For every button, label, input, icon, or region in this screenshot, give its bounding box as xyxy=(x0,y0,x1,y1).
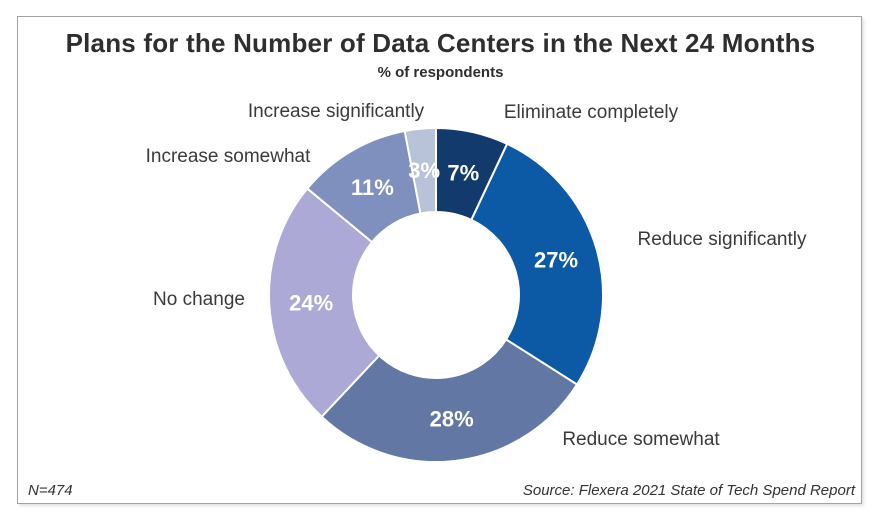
donut-segment-reduce-significantly xyxy=(470,142,604,386)
segment-category-label-eliminate-completely: Eliminate completely xyxy=(503,102,679,123)
donut-segment-no-change xyxy=(267,187,381,418)
segment-value-label: 11% xyxy=(351,175,394,200)
chart-subtitle: % of respondents xyxy=(377,64,504,81)
segment-value-label: 27% xyxy=(534,248,578,273)
segment-category-label-increase-significantly: Increase significantly xyxy=(247,101,425,122)
segment-value-label: 24% xyxy=(289,290,333,315)
segment-category-label-no-change: No change xyxy=(153,289,245,310)
chart-title: Plans for the Number of Data Centers in … xyxy=(65,28,816,58)
segment-category-label-increase-somewhat: Increase somewhat xyxy=(145,146,311,167)
donut-segment-reduce-somewhat xyxy=(320,338,578,463)
source-attribution: Source: Flexera 2021 State of Tech Spend… xyxy=(522,482,855,499)
segment-value-label: 28% xyxy=(430,407,474,432)
segment-value-label: 7% xyxy=(447,161,479,186)
segment-category-label-reduce-somewhat: Reduce somewhat xyxy=(562,429,720,450)
donut-segment-increase-significantly xyxy=(403,127,437,215)
sample-size-label: N=474 xyxy=(28,482,73,499)
segment-value-label: 3% xyxy=(408,158,440,183)
segment-category-label-reduce-significantly: Reduce significantly xyxy=(637,229,807,250)
